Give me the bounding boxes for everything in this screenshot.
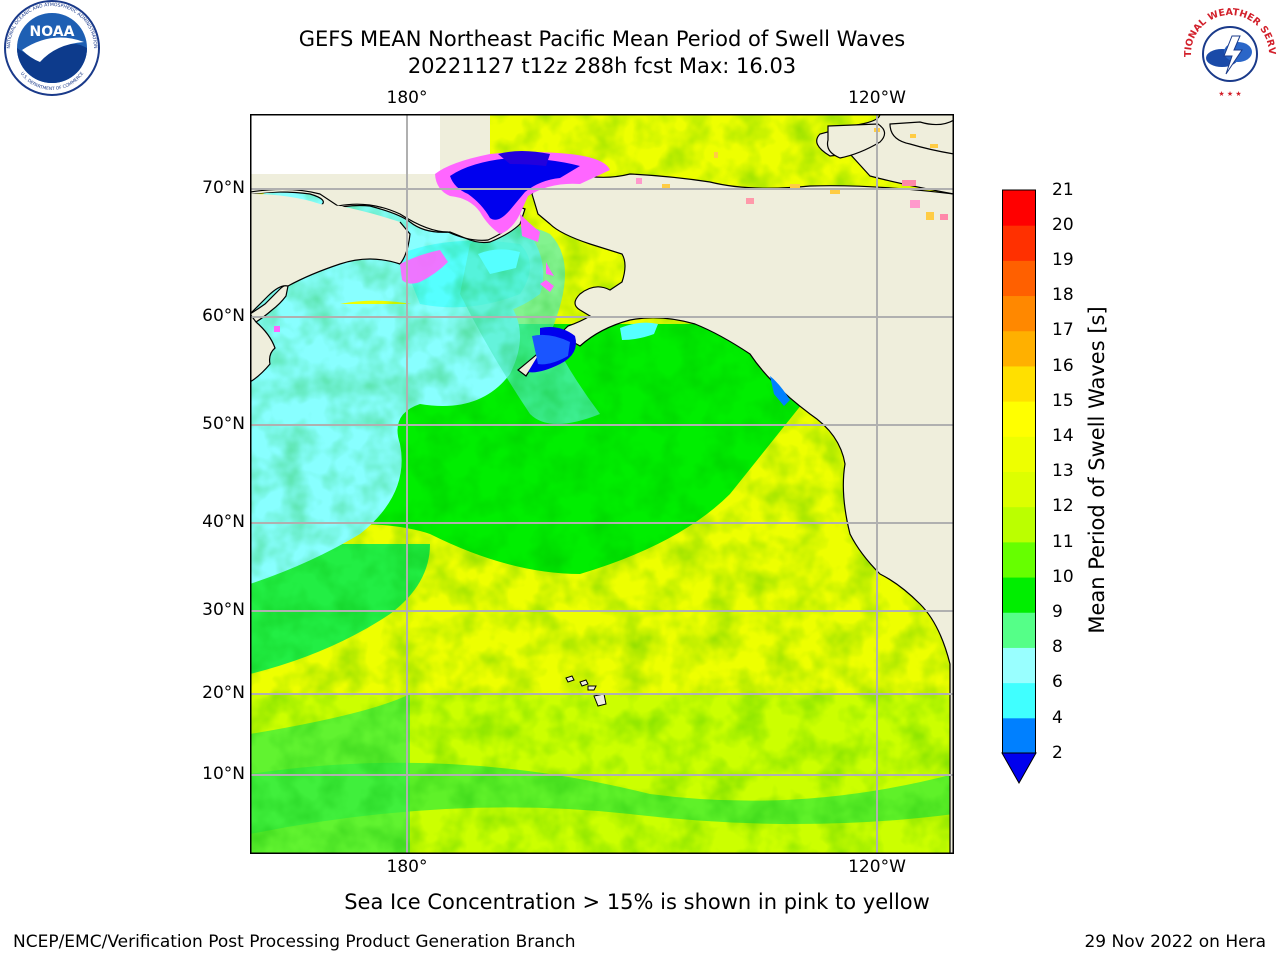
- lat-label-30n: 30°N: [202, 600, 245, 620]
- run-date: 29 Nov 2022 on Hera: [1084, 932, 1266, 952]
- lat-label-50n: 50°N: [202, 414, 245, 434]
- colorbar-band: [1002, 506, 1036, 543]
- colorbar-band: [1002, 190, 1036, 226]
- colorbar-band: [1002, 717, 1036, 754]
- colorbar-band: [1002, 577, 1036, 613]
- colorbar-tick-6: 6: [1052, 672, 1063, 692]
- map-title: GEFS MEAN Northeast Pacific Mean Period …: [298, 27, 906, 51]
- top-lon-label-120w: 120°W: [848, 88, 906, 108]
- colorbar-tick-13: 13: [1052, 461, 1074, 481]
- colorbar-tick-21: 21: [1052, 180, 1074, 200]
- lat-label-60n: 60°N: [202, 306, 245, 326]
- colorbar-band: [1002, 330, 1036, 367]
- colorbar-tick-2: 2: [1052, 743, 1063, 763]
- colorbar-label: Mean Period of Swell Waves [s]: [1085, 306, 1109, 634]
- top-lon-label-180: 180°: [386, 88, 428, 108]
- lat-label-40n: 40°N: [202, 512, 245, 532]
- colorbar-band: [1002, 260, 1036, 297]
- colorbar-band: [1002, 295, 1036, 332]
- colorbar-band: [1002, 436, 1036, 472]
- colorbar-band: [1002, 647, 1036, 684]
- noaa-logo: NOAA NATIONAL OCEANIC AND ATMOSPHERIC AD…: [4, 0, 100, 96]
- colorbar-extend-arrow: [1001, 752, 1037, 785]
- colorbar-tick-10: 10: [1052, 567, 1074, 587]
- colorbar: [1001, 189, 1037, 785]
- swell-period-map: [250, 114, 954, 854]
- colorbar-band: [1002, 401, 1036, 437]
- colorbar-tick-15: 15: [1052, 391, 1074, 411]
- svg-text:NOAA: NOAA: [30, 24, 75, 40]
- colorbar-tick-12: 12: [1052, 496, 1074, 516]
- colorbar-band: [1002, 612, 1036, 648]
- colorbar-band: [1002, 365, 1036, 402]
- svg-text:★ ★ ★: ★ ★ ★: [1218, 90, 1241, 98]
- colorbar-tick-14: 14: [1052, 426, 1074, 446]
- sea-ice-note: Sea Ice Concentration > 15% is shown in …: [344, 890, 930, 914]
- colorbar-outline: [1002, 189, 1036, 754]
- colorbar-tick-4: 4: [1052, 708, 1063, 728]
- colorbar-tick-19: 19: [1052, 250, 1074, 270]
- lat-label-70n: 70°N: [202, 178, 245, 198]
- colorbar-tick-9: 9: [1052, 602, 1063, 622]
- colorbar-band: [1002, 541, 1036, 578]
- colorbar-tick-16: 16: [1052, 356, 1074, 376]
- lat-label-20n: 20°N: [202, 683, 245, 703]
- bottom-lon-label-120w: 120°W: [848, 857, 906, 877]
- producer-credit: NCEP/EMC/Verification Post Processing Pr…: [13, 932, 576, 952]
- colorbar-tick-11: 11: [1052, 532, 1074, 552]
- colorbar-band: [1002, 225, 1036, 261]
- colorbar-band: [1002, 682, 1036, 719]
- map-subtitle: 20221127 t12z 288h fcst Max: 16.03: [407, 54, 797, 78]
- colorbar-band: [1002, 471, 1036, 508]
- nws-logo: NATIONAL WEATHER SERVICE ★ ★ ★: [1178, 0, 1277, 98]
- colorbar-tick-20: 20: [1052, 215, 1074, 235]
- colorbar-tick-18: 18: [1052, 285, 1074, 305]
- colorbar-tick-17: 17: [1052, 320, 1074, 340]
- bottom-lon-label-180: 180°: [386, 857, 428, 877]
- colorbar-tick-8: 8: [1052, 637, 1063, 657]
- lat-label-10n: 10°N: [202, 764, 245, 784]
